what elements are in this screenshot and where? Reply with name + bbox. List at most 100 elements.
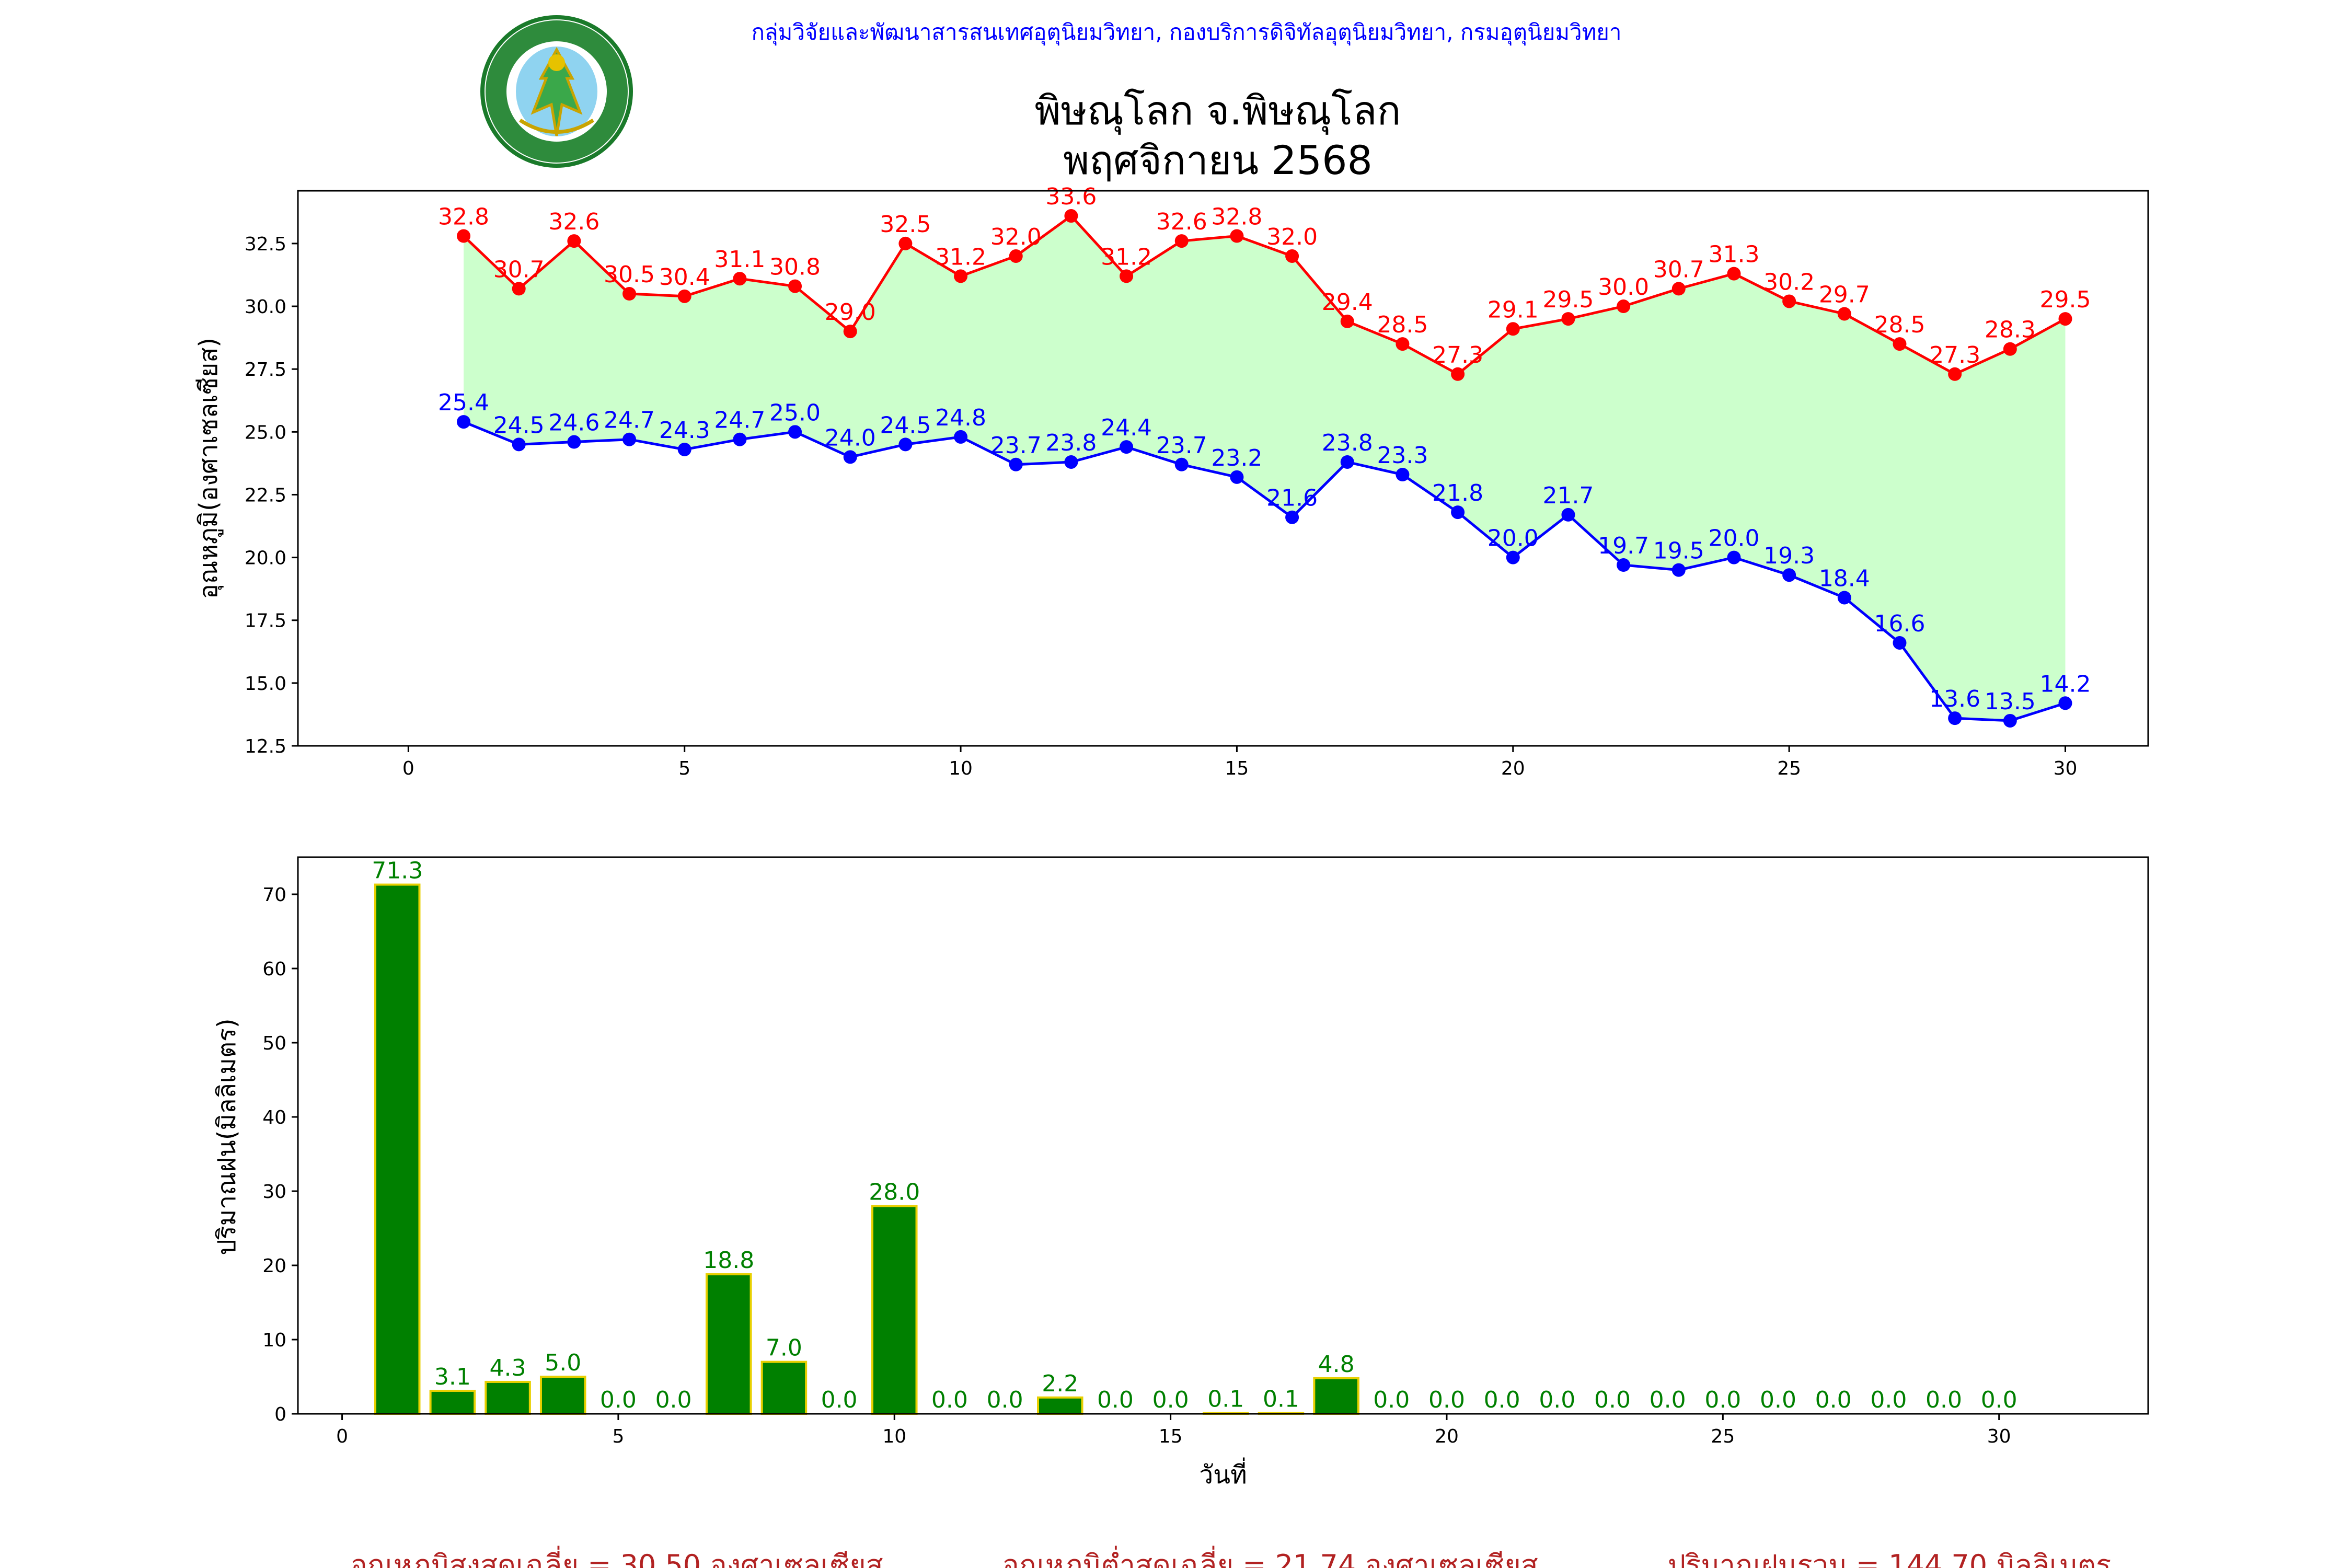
rainfall-x-tick-label: 10 <box>882 1426 906 1447</box>
max-temperature-label: 30.0 <box>1598 274 1649 301</box>
min-temperature-label: 24.7 <box>604 407 655 434</box>
rainfall-plot-frame <box>297 856 2149 1415</box>
min-temperature-label: 20.0 <box>1488 525 1539 552</box>
min-temperature-label: 13.6 <box>1929 686 1980 712</box>
rainfall-panel: 71.3 3.1 4.3 5.0 0.0 0.0 18.8 7.0 0.0 28.0 0.0 0.0 2… <box>212 856 2149 1490</box>
rainfall-y-tick-label: 30 <box>262 1181 286 1203</box>
max-temperature-label: 29.0 <box>825 299 876 326</box>
max-temperature-point <box>2003 342 2017 356</box>
rainfall-bar <box>539 1376 586 1415</box>
min-temperature-point <box>1396 468 1410 482</box>
temperature-plot-frame <box>297 190 2149 747</box>
rainfall-label: 0.0 <box>1152 1387 1189 1413</box>
rainfall-data-labels: 71.3 3.1 4.3 5.0 0.0 0.0 18.8 7.0 0.0 28.0 0.0 0.0 2… <box>372 858 2017 1413</box>
min-temperature-label: 25.0 <box>769 399 821 426</box>
max-temperature-point <box>1120 269 1134 283</box>
max-temperature-point <box>1837 307 1851 321</box>
max-temperature-point <box>1174 234 1189 248</box>
rainfall-label: 0.0 <box>1760 1387 1796 1413</box>
max-temperature-point <box>2058 312 2072 326</box>
min-temperature-point <box>1671 563 1686 577</box>
rainfall-label: 2.2 <box>1042 1370 1078 1397</box>
max-temperature-label: 31.1 <box>714 246 765 273</box>
temperature-range-fill <box>464 216 2066 721</box>
max-temperature-point <box>1451 367 1465 381</box>
min-temperature-label: 23.3 <box>1377 442 1428 469</box>
temperature-data-labels: 32.830.732.630.5 30.431.1 30.829.032.531.2… <box>438 183 2091 715</box>
rainfall-label: 0.0 <box>1704 1387 1741 1413</box>
max-temperature-point <box>1948 367 1962 381</box>
rainfall-y-axis: 0 10 20 30 40 50 60 70 <box>262 884 298 1425</box>
max-temperature-label: 31.2 <box>935 244 986 270</box>
max-temperature-point <box>788 279 802 293</box>
temperature-x-tick-label: 25 <box>1777 758 1801 779</box>
max-temperature-label: 30.7 <box>1653 256 1704 283</box>
rainfall-bar <box>429 1389 476 1415</box>
max-temperature-line <box>463 214 2066 376</box>
max-temperature-label: 32.5 <box>880 211 931 238</box>
rainfall-x-axis: 0 5 10 15 20 25 30 <box>336 1414 2011 1447</box>
max-temperature-point <box>1671 282 1686 296</box>
max-temperature-label: 29.4 <box>1322 289 1373 316</box>
max-temperature-label: 32.0 <box>990 224 1042 250</box>
max-temperature-label: 29.1 <box>1488 296 1539 323</box>
max-temperature-label: 28.5 <box>1874 312 1925 338</box>
rainfall-label: 0.0 <box>1373 1387 1410 1413</box>
min-temperature-point <box>677 442 691 456</box>
min-temperature-label: 23.7 <box>1156 432 1207 459</box>
min-temperature-point <box>1009 457 1023 471</box>
max-temperature-point <box>1064 209 1078 223</box>
min-temperature-label: 21.7 <box>1542 482 1594 509</box>
min-temperature-point <box>512 437 526 452</box>
rainfall-x-tick-label: 0 <box>336 1426 348 1447</box>
temperature-y-axis-title: อุณหภูมิ(องศาเซลเซียส) <box>194 338 224 599</box>
min-temperature-point <box>457 415 471 429</box>
max-temperature-point <box>622 287 637 301</box>
temperature-y-tick-label: 27.5 <box>245 359 286 381</box>
temperature-lines <box>463 214 2066 722</box>
max-temperature-point <box>733 272 747 286</box>
max-temperature-label: 32.6 <box>1156 209 1207 235</box>
min-temperature-label: 19.7 <box>1598 533 1649 559</box>
min-temperature-label: 14.2 <box>2040 671 2091 697</box>
rainfall-label: 0.0 <box>1428 1387 1465 1413</box>
max-temperature-label: 32.0 <box>1266 224 1318 250</box>
temperature-y-tick-label: 25.0 <box>245 422 286 443</box>
rainfall-y-tick-label: 70 <box>262 884 286 906</box>
rainfall-label: 5.0 <box>545 1350 581 1376</box>
min-temperature-label: 23.8 <box>1322 430 1373 456</box>
min-temperature-label: 24.8 <box>935 405 986 431</box>
max-temperature-point <box>567 234 581 248</box>
temperature-y-tick-label: 22.5 <box>245 485 286 506</box>
rainfall-label: 0.0 <box>821 1387 858 1413</box>
rainfall-x-tick-label: 15 <box>1159 1426 1183 1447</box>
rainfall-label: 3.1 <box>434 1364 471 1390</box>
min-temperature-point <box>898 437 913 452</box>
rainfall-x-tick-label: 20 <box>1435 1426 1459 1447</box>
min-temperature-point <box>1230 470 1244 484</box>
rainfall-label: 0.0 <box>1484 1387 1520 1413</box>
min-temperature-label: 13.5 <box>1985 688 2036 715</box>
min-temperature-label: 24.3 <box>659 417 710 444</box>
min-temperature-label: 20.0 <box>1708 525 1759 552</box>
rainfall-label: 0.1 <box>1263 1386 1299 1413</box>
max-temperature-label: 30.2 <box>1763 269 1815 295</box>
min-temperature-point <box>1837 591 1851 605</box>
temperature-y-tick-label: 32.5 <box>245 234 286 255</box>
rainfall-label: 18.8 <box>703 1247 754 1274</box>
min-temperature-point <box>1064 455 1078 469</box>
min-temperature-point <box>567 435 581 449</box>
max-temperature-point <box>898 236 913 250</box>
max-temperature-label: 32.8 <box>438 203 489 230</box>
min-temperature-point <box>1617 558 1631 572</box>
rainfall-y-tick-label: 10 <box>262 1330 286 1351</box>
min-temperature-point <box>1451 505 1465 520</box>
temperature-x-axis: 0 5 10 15 20 25 30 <box>402 746 2077 779</box>
temperature-x-tick-label: 10 <box>949 758 973 779</box>
rainfall-bar <box>1313 1377 1359 1415</box>
min-temperature-point <box>1506 550 1520 564</box>
min-temperature-point <box>954 430 968 444</box>
max-temperature-point <box>1230 229 1244 243</box>
min-temperature-point <box>733 432 747 446</box>
max-temperature-label: 28.3 <box>1985 317 2036 343</box>
